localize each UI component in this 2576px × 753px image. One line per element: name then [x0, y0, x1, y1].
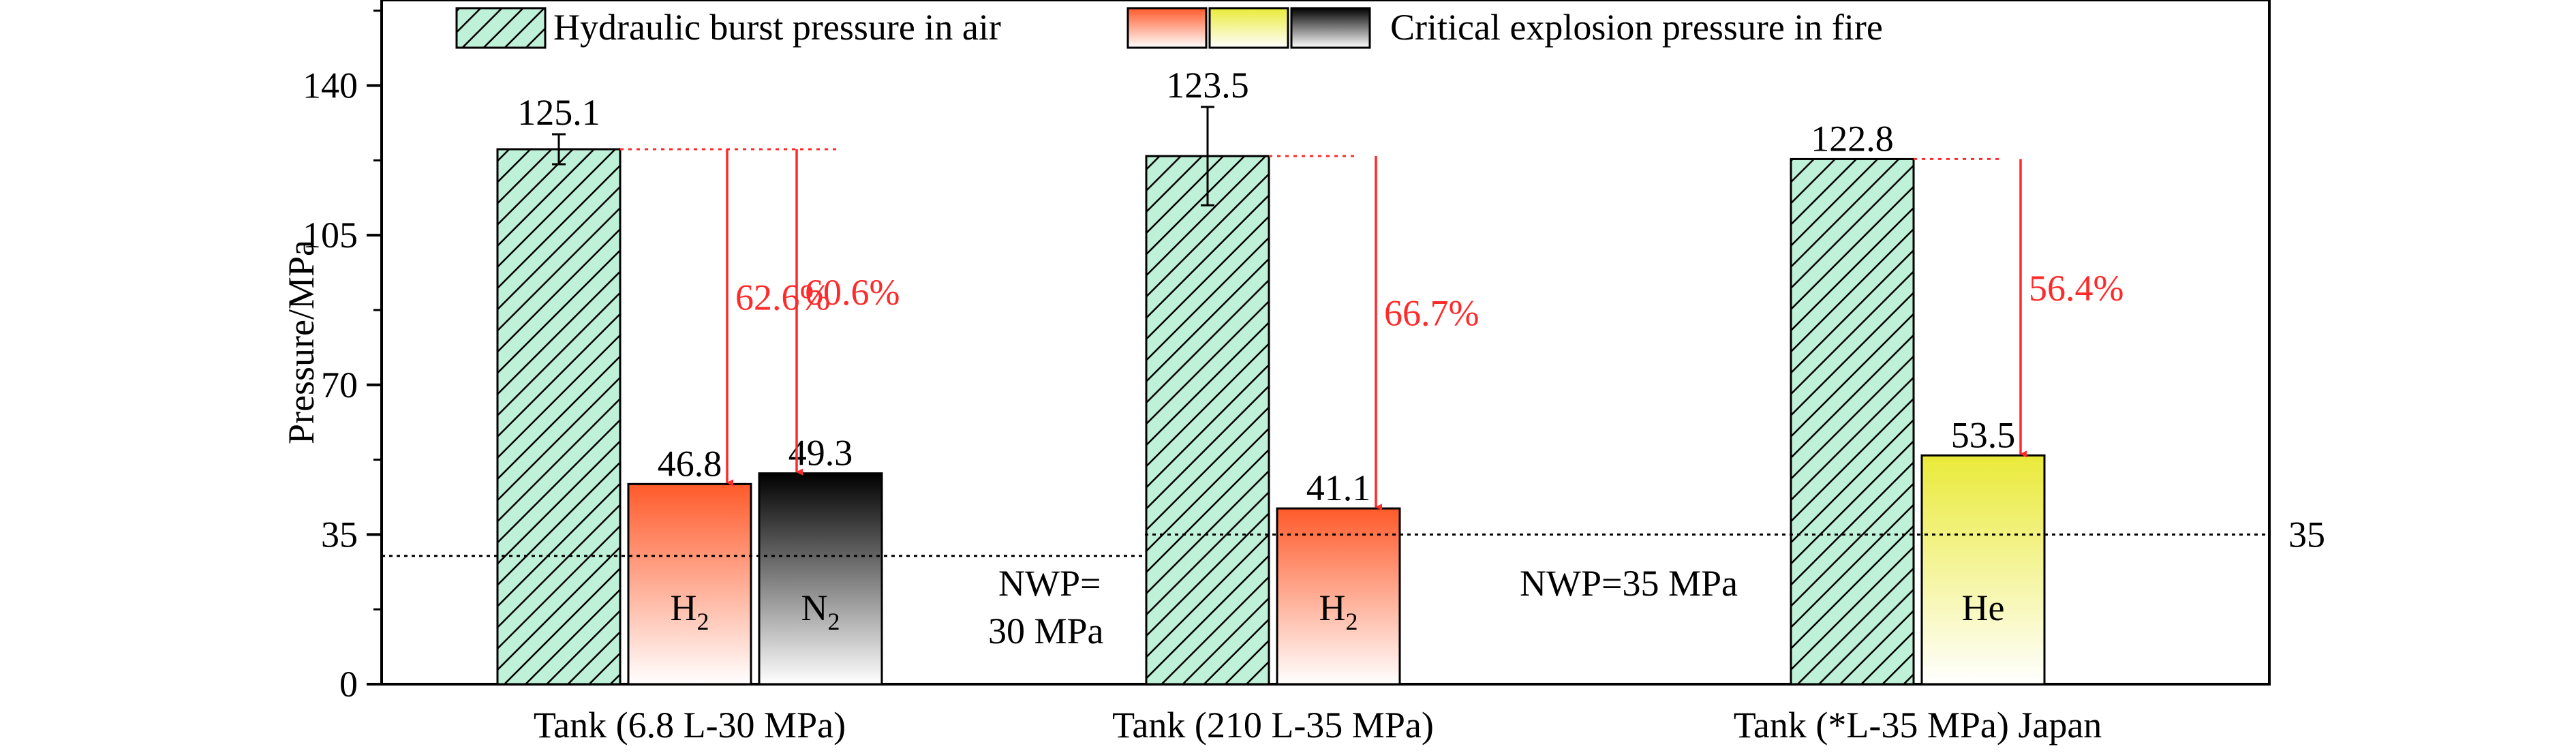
reduction-percent: 66.7% — [1384, 293, 1479, 334]
bar-burst-g1 — [496, 148, 622, 686]
nwp-label-line1: NWP= — [998, 563, 1101, 604]
legend-n2-swatch — [1290, 7, 1371, 49]
value-label: 49.3 — [788, 433, 853, 474]
value-label: 125.1 — [517, 92, 600, 133]
nwp-label: NWP=35 MPa — [1520, 563, 1738, 604]
bar-fire-g2 — [1276, 507, 1401, 686]
bar-fire-g1 — [627, 482, 752, 686]
category-label: Tank (*L-35 MPa) Japan — [1734, 705, 2102, 746]
y-tick-label-35: 35 — [321, 514, 358, 555]
gas-symbol: He — [1962, 587, 2005, 628]
value-label: 46.8 — [658, 443, 722, 484]
gas-symbol: N — [801, 587, 828, 628]
value-label: 123.5 — [1166, 65, 1249, 106]
y-tick-label-70: 70 — [321, 365, 358, 405]
category-label: Tank (6.8 L-30 MPa) — [534, 705, 846, 746]
reduction-percent: 62.6% — [735, 277, 830, 318]
y-tick-label-105: 105 — [303, 215, 358, 256]
gas-label: N2 — [801, 587, 840, 635]
reduction-percent: 56.4% — [2029, 268, 2123, 309]
annotations-layer: 62.6%60.6% NWP= 30 MPa Tank (6.8 L-30 MPa) 6… — [382, 148, 2269, 746]
legend: Hydraulic burst pressure in air Critical… — [455, 7, 1883, 49]
nwp-label-line2: 30 MPa — [988, 611, 1104, 651]
value-label: 41.1 — [1306, 467, 1371, 508]
bar-fire-g3 — [1920, 454, 2046, 686]
gas-label: H2 — [671, 587, 709, 635]
legend-burst-label: Hydraulic burst pressure in air — [553, 7, 1001, 48]
legend-burst-swatch — [455, 7, 547, 49]
gas-symbol: H — [671, 587, 697, 628]
bar-fire-g1 — [758, 472, 883, 686]
value-label: 122.8 — [1811, 118, 1894, 159]
y-tick-label-0: 0 — [339, 664, 358, 705]
category-label: Tank (210 L-35 MPa) — [1112, 705, 1434, 746]
gas-subscript: 2 — [697, 608, 709, 635]
value-label: 53.5 — [1951, 414, 2016, 455]
bar-burst-g2 — [1145, 155, 1270, 686]
gas-subscript: 2 — [1346, 608, 1358, 635]
right-tick-label: 35 — [2288, 514, 2325, 555]
legend-h2-swatch — [1126, 7, 1208, 49]
bar-burst-g3 — [1790, 157, 1915, 686]
y-axis-label: Pressure/MPa — [281, 240, 322, 444]
gas-subscript: 2 — [828, 608, 840, 635]
y-axis: 0 35 70 105 140 35 — [303, 10, 2325, 705]
legend-he-swatch — [1208, 7, 1289, 49]
gas-symbol: H — [1319, 587, 1346, 628]
gas-label: H2 — [1319, 587, 1358, 635]
gas-label: He — [1962, 587, 2005, 628]
legend-fire-label: Critical explosion pressure in fire — [1390, 7, 1883, 48]
y-tick-label-140: 140 — [303, 65, 358, 106]
reduction-percent: 60.6% — [805, 272, 900, 313]
